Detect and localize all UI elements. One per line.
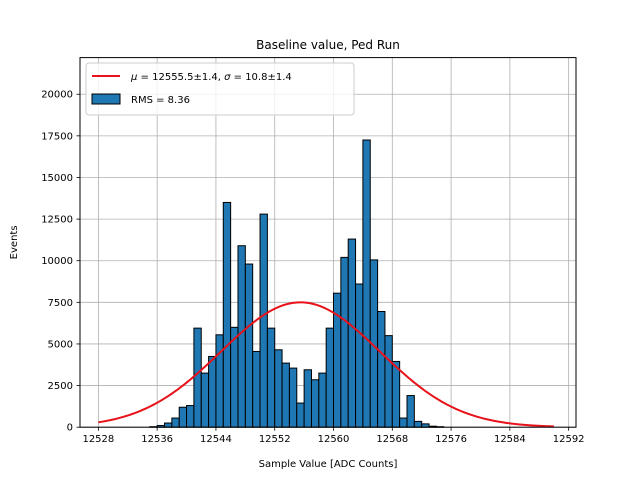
histogram-bar — [288, 367, 298, 428]
histogram-bar — [340, 256, 349, 428]
histogram-bar — [164, 422, 173, 428]
legend-fit-sigma-value: = 10.8±1.4 — [230, 72, 291, 83]
legend: μ = 12555.5±1.4, σ = 10.8±1.4 RMS = 8.36 — [85, 62, 355, 116]
histogram-bar — [200, 372, 210, 428]
x-tick-label: 12560 — [318, 434, 350, 445]
histogram-bar — [296, 402, 305, 428]
histogram-bar — [252, 350, 261, 428]
y-tick-label: 10000 — [41, 256, 73, 267]
legend-histogram-swatch — [91, 93, 121, 105]
legend-fit-mu-value: = 12555.5±1.4, — [137, 72, 224, 83]
y-tick-label: 12500 — [41, 215, 73, 226]
histogram-bars — [149, 139, 445, 428]
histogram-bar — [237, 245, 246, 428]
chart-title: Baseline value, Ped Run — [256, 38, 400, 52]
x-tick-label: 12552 — [259, 434, 291, 445]
legend-histogram-label: RMS = 8.36 — [131, 95, 190, 106]
legend-fit-mu-symbol: μ — [130, 72, 137, 83]
x-tick-label: 12568 — [376, 434, 408, 445]
histogram-bar — [413, 420, 423, 428]
plot-frame — [79, 57, 577, 428]
x-axis-label: Sample Value [ADC Counts] — [259, 459, 398, 470]
histogram-bar — [266, 327, 276, 428]
histogram-bar — [310, 379, 320, 428]
histogram-bar — [215, 334, 224, 428]
histogram-bar — [399, 417, 408, 428]
histogram-bar — [391, 360, 401, 428]
y-tick-label: 2500 — [48, 381, 73, 392]
fit-curve-group — [98, 301, 554, 428]
x-tick-label: 12576 — [435, 434, 467, 445]
histogram-bar — [222, 201, 232, 428]
histogram-bar — [186, 405, 195, 428]
histogram-bar — [193, 327, 202, 428]
legend-box — [85, 62, 355, 116]
y-axis-label: Events — [9, 225, 20, 259]
histogram-bar — [259, 213, 268, 428]
x-tick-label: 12536 — [141, 434, 173, 445]
legend-fit-sigma-symbol: σ — [224, 72, 231, 83]
y-tick-label: 15000 — [41, 173, 73, 184]
histogram-bar — [274, 349, 283, 428]
x-tick-label: 12584 — [494, 434, 526, 445]
histogram-bar — [281, 362, 290, 428]
histogram-bar — [377, 310, 386, 428]
x-axis: 12528 12536 12544 12552 12560 12568 12576 12584… — [82, 427, 585, 445]
histogram-bar — [325, 327, 335, 428]
x-tick-label: 12528 — [82, 434, 114, 445]
y-tick-label: 0 — [67, 423, 73, 434]
histogram-bar — [208, 355, 217, 428]
histogram-bar — [355, 283, 364, 428]
y-axis: 0 2500 5000 7500 10000 12500 15000 17500 20000 — [41, 90, 80, 434]
histogram-bar — [384, 335, 393, 428]
legend-fit-label: μ = 12555.5±1.4, σ = 10.8±1.4 — [130, 72, 292, 83]
x-tick-label: 12544 — [200, 434, 232, 445]
histogram-bar — [347, 238, 357, 428]
histogram-bar — [244, 263, 254, 428]
histogram-bar — [178, 406, 188, 428]
y-tick-label: 17500 — [41, 131, 73, 142]
y-tick-label: 7500 — [48, 298, 73, 309]
x-tick-label: 12592 — [553, 434, 585, 445]
histogram-bar — [303, 369, 312, 428]
histogram-bar — [318, 372, 327, 428]
histogram-bar — [406, 395, 415, 428]
y-tick-label: 20000 — [41, 90, 73, 101]
y-tick-label: 5000 — [48, 339, 73, 350]
gaussian-fit-curve — [98, 301, 554, 428]
histogram-bar — [171, 417, 180, 428]
histogram-bar — [362, 139, 371, 428]
